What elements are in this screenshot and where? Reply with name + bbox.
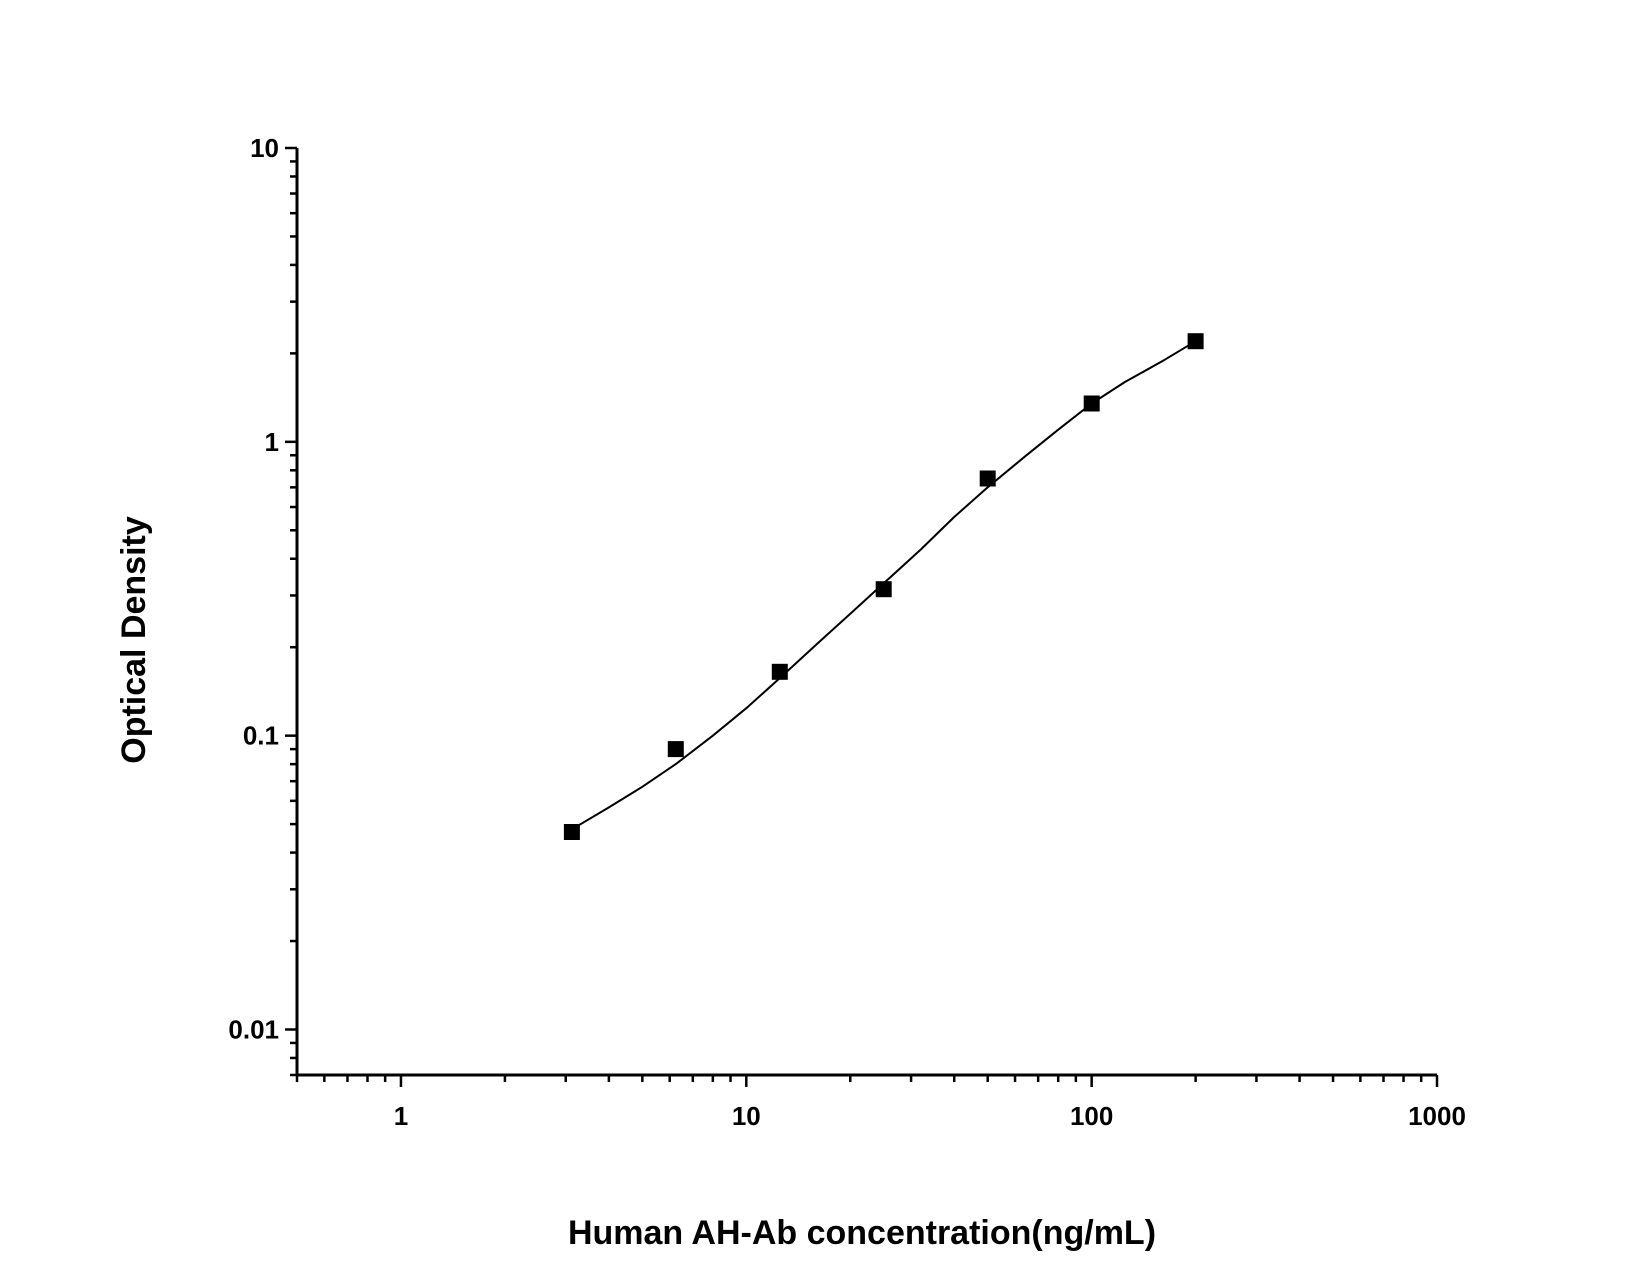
y-tick-label: 0.01	[228, 1014, 279, 1044]
y-tick-label: 0.1	[243, 721, 279, 751]
data-point	[1083, 395, 1100, 412]
data-points	[563, 333, 1204, 840]
data-point	[875, 581, 892, 598]
x-axis-title: Human AH-Ab concentration(ng/mL)	[568, 1214, 1156, 1252]
y-axis-title: Optical Density	[115, 516, 153, 764]
data-point	[771, 663, 788, 680]
data-point	[667, 741, 684, 758]
x-tick-label: 1	[394, 1101, 408, 1131]
axes: 1 10 100 1000 0.01 0.1 1 10	[228, 133, 1466, 1131]
data-point	[979, 470, 996, 487]
x-tick-label: 100	[1070, 1101, 1113, 1131]
x-tick-label: 1000	[1408, 1101, 1466, 1131]
data-point	[563, 824, 580, 840]
y-tick-label: 1	[265, 427, 279, 457]
y-tick-label: 10	[250, 133, 279, 163]
data-point	[1187, 333, 1204, 350]
x-tick-label: 10	[732, 1101, 761, 1131]
